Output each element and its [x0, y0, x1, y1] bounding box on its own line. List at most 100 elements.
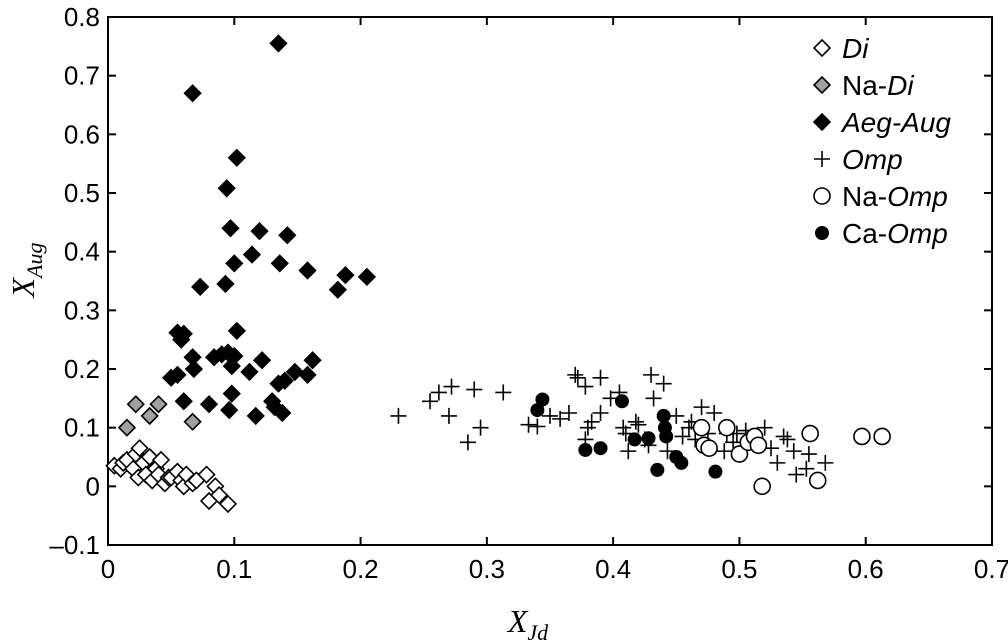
data-point — [126, 395, 145, 414]
data-point — [630, 416, 647, 433]
data-point — [227, 321, 246, 340]
data-point — [270, 254, 289, 273]
legend-label: Omp — [842, 144, 903, 175]
data-point — [390, 407, 407, 424]
data-point — [593, 441, 608, 456]
data-point — [756, 419, 773, 436]
data-point — [197, 465, 216, 484]
data-point — [174, 392, 193, 411]
y-tick-label: 0.4 — [64, 237, 100, 267]
data-point — [725, 434, 742, 451]
data-point — [668, 407, 685, 424]
data-point — [567, 366, 584, 383]
data-point — [873, 427, 891, 446]
data-point — [706, 405, 723, 421]
data-point — [583, 413, 600, 430]
data-point — [218, 494, 238, 514]
data-point — [627, 432, 642, 447]
legend-marker — [813, 187, 831, 205]
x-tick-label: 0.5 — [721, 554, 757, 584]
y-tick-label: –0.1 — [49, 530, 100, 560]
data-point — [250, 222, 269, 241]
data-point — [227, 148, 246, 167]
data-point — [730, 445, 749, 463]
data-point — [240, 362, 259, 382]
y-tick-label: 0.6 — [64, 119, 100, 149]
data-point — [520, 416, 537, 433]
data-point — [578, 442, 593, 457]
data-point — [225, 254, 244, 273]
legend-item: Aeg-Aug — [812, 107, 951, 138]
data-point — [430, 384, 447, 401]
data-point — [199, 395, 219, 414]
data-point — [459, 434, 476, 451]
legend-item: Na-Omp — [813, 181, 948, 212]
data-point — [357, 267, 377, 287]
x-axis-label-main: X — [506, 603, 529, 639]
data-point — [140, 406, 159, 426]
x-tick-label: 0.1 — [216, 554, 252, 584]
data-point — [853, 427, 871, 446]
x-axis-label: XJd — [506, 603, 549, 642]
data-point — [700, 439, 718, 458]
data-point — [242, 245, 262, 264]
data-point — [252, 351, 272, 370]
series-na-omp — [692, 418, 891, 496]
legend-marker — [814, 151, 830, 167]
data-point — [336, 266, 355, 285]
y-tick-label: 0.8 — [64, 2, 100, 32]
data-point — [655, 375, 672, 392]
y-tick-label: 0.1 — [64, 413, 100, 443]
data-point — [592, 369, 609, 386]
y-axis-label-sub: Aug — [22, 243, 47, 280]
plot-border — [107, 16, 993, 546]
data-point — [222, 356, 241, 376]
y-tick-label: 0.3 — [64, 295, 100, 325]
data-points — [105, 34, 891, 514]
data-point — [641, 431, 656, 446]
data-point — [674, 428, 691, 445]
data-point — [328, 280, 347, 299]
data-point — [440, 407, 457, 424]
y-tick-label: 0.7 — [64, 61, 100, 91]
plot-area — [107, 16, 993, 546]
series-omp — [390, 366, 834, 483]
data-point — [798, 460, 815, 477]
data-point — [560, 405, 577, 421]
data-point — [788, 466, 805, 483]
data-point — [472, 419, 489, 436]
data-point — [273, 403, 292, 423]
legend-item: Di — [812, 33, 869, 64]
data-point — [191, 277, 210, 296]
data-point — [808, 471, 827, 490]
legend-label: Di — [842, 33, 869, 64]
data-point — [552, 410, 569, 427]
y-tick-label: 0.2 — [64, 354, 100, 384]
data-point — [183, 84, 202, 103]
data-point — [495, 384, 512, 401]
data-point — [643, 366, 660, 383]
x-axis: 0 0.1 0.2 0.3 0.4 0.5 0.6 0.7 — [101, 17, 1008, 584]
data-point — [692, 418, 711, 437]
data-point — [569, 369, 586, 386]
data-point — [775, 428, 792, 445]
data-point — [749, 436, 768, 455]
series-ca-omp — [530, 392, 723, 479]
data-point — [779, 431, 796, 448]
legend-marker — [812, 75, 832, 95]
data-point — [659, 429, 674, 444]
data-point — [162, 368, 181, 387]
legend-label: Na-Di — [842, 70, 914, 101]
x-tick-label: 0.3 — [469, 554, 505, 584]
data-point — [275, 371, 294, 390]
data-point — [298, 365, 317, 384]
data-point — [174, 324, 193, 343]
data-point — [117, 418, 137, 437]
x-axis-label-sub: Jd — [527, 620, 549, 642]
data-point — [217, 179, 236, 198]
legend-label: Aeg-Aug — [840, 107, 951, 138]
x-tick-label: 0.7 — [974, 554, 1008, 584]
y-tick-label: 0 — [86, 471, 100, 501]
data-point — [769, 454, 786, 471]
data-point — [577, 378, 594, 395]
